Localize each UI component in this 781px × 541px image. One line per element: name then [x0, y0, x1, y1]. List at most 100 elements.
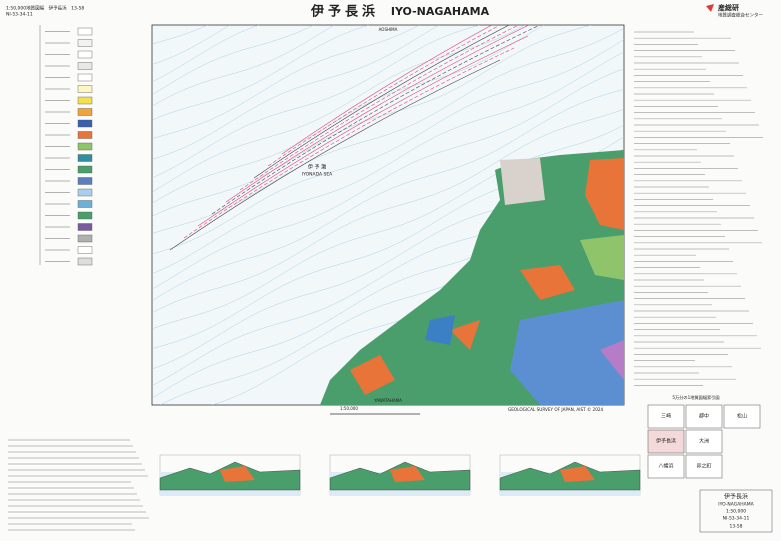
fault-line [253, 25, 510, 179]
unit-blue [510, 300, 624, 405]
index-cell [647, 454, 685, 479]
contour [152, 88, 624, 302]
unit-orange [450, 320, 480, 350]
title-ja: 伊予長浜 [310, 4, 379, 20]
legend-swatch [77, 246, 93, 254]
unit-orange [350, 355, 395, 395]
contour [152, 25, 420, 139]
title-en: IYO-NAGAHAMA [391, 5, 490, 18]
fault-line [281, 25, 493, 155]
unit-purple [600, 340, 624, 380]
contour [152, 25, 440, 160]
fault-line [169, 59, 501, 251]
faults [169, 25, 541, 251]
contour [152, 68, 624, 290]
contour [152, 25, 260, 83]
index-cell-label: 大洲 [699, 438, 709, 445]
legend-swatch [77, 142, 93, 151]
footer-title-en: IYO-NAGAHAMA [718, 502, 754, 508]
unit-orange [585, 158, 624, 230]
scale: 1:50,000 [340, 406, 358, 411]
fault-line [225, 25, 530, 203]
index-cell [685, 429, 723, 454]
legend-swatch [77, 154, 93, 162]
legend-swatch [77, 188, 93, 197]
legend-swatch [77, 119, 93, 128]
sea-name-ja: 伊 予 灘 [308, 164, 326, 171]
legend-swatch [77, 62, 93, 70]
edge-label: YAWATAHAMA [373, 398, 402, 403]
legend-swatch [77, 108, 93, 116]
contour [152, 25, 592, 217]
section-unit [560, 466, 595, 482]
sheet-code: NI-53-34-11 [6, 12, 33, 18]
fault-line [183, 47, 515, 239]
index-cell-label: 三崎 [661, 413, 671, 420]
legend-swatch [77, 131, 93, 139]
unit-orange [520, 265, 575, 300]
index-title: 5万分の1地質図幅索引図 [672, 394, 719, 401]
contour [152, 25, 525, 193]
section-unit [390, 466, 425, 482]
fault-line [211, 25, 541, 215]
series-label: 1:50,000地質図幅 伊予長浜 13-58 [6, 5, 84, 12]
edge-label: AOSHIMA [379, 27, 398, 32]
legend-swatch [77, 39, 93, 47]
legend-swatch [77, 165, 93, 174]
contour [152, 108, 624, 314]
section-unit [220, 466, 255, 482]
legend-swatch [77, 234, 93, 243]
cross-sections [159, 454, 641, 496]
legend-swatch [77, 73, 93, 82]
footer-title-ja: 伊予長浜 [724, 493, 748, 501]
index-cell [685, 404, 723, 429]
publisher-mark: 産総研 [718, 3, 739, 12]
legend-swatch [77, 200, 93, 208]
credit: GEOLOGICAL SURVEY OF JAPAN, AIST © 2024 [508, 407, 604, 412]
fault-line [267, 25, 501, 167]
footer-box [699, 489, 773, 533]
contour [152, 25, 315, 96]
contour [152, 39, 624, 255]
contour [152, 51, 624, 274]
index-cell [647, 429, 685, 454]
legend-swatch [77, 211, 93, 220]
index-cell-label: 八幡浜 [658, 463, 673, 470]
logo-mark [706, 4, 714, 12]
alluvium [500, 158, 545, 205]
index-cell-label: 卯之町 [696, 463, 711, 470]
legend-swatch [77, 27, 93, 36]
legend-swatch [77, 50, 93, 59]
index-cell [647, 404, 685, 429]
fault-line [239, 25, 520, 191]
contour [152, 27, 624, 234]
contour [152, 25, 481, 179]
land [320, 150, 624, 405]
contour [152, 124, 624, 330]
footer-scale: 1:50,000 [726, 509, 746, 515]
contour [152, 25, 335, 107]
legend [39, 25, 93, 266]
contour [152, 25, 545, 204]
unit-lightgreen [580, 235, 624, 280]
unit-blue [425, 315, 455, 345]
index-cell-label: 松山 [737, 413, 747, 420]
index-cell [723, 404, 761, 429]
legend-swatch [77, 257, 93, 266]
footer-number: 13-58 [729, 524, 742, 530]
contour [152, 25, 370, 121]
index-cell [685, 454, 723, 479]
legend-swatch [77, 85, 93, 93]
index-cell-label: 伊予長浜 [656, 438, 676, 445]
index-cell-label: 郡中 [699, 413, 709, 420]
sea-name-en: IYONADA SEA [302, 172, 333, 178]
legend-swatch [77, 177, 93, 185]
legend-swatch [77, 96, 93, 105]
legend-swatch [77, 223, 93, 231]
footer-code: NI-53-34-11 [723, 516, 750, 522]
publisher: 地質調査総合センター [718, 12, 763, 19]
notes [8, 31, 763, 531]
fault-line [197, 35, 529, 227]
